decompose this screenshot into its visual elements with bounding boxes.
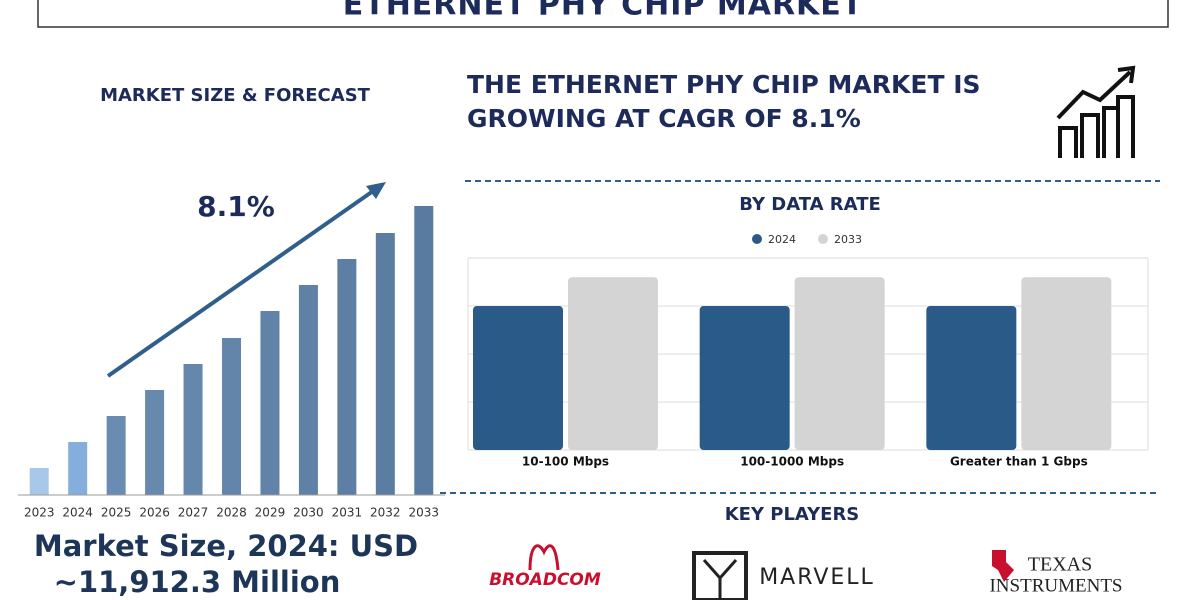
growth-arrow [106,187,378,378]
market-size-line: ~11,912.3 Million [54,565,341,599]
broadcom-icon [528,544,560,571]
bar [145,390,165,495]
bar [260,311,280,495]
title-box [37,0,1169,28]
player-logo: INSTRUMENTS [989,575,1122,596]
x-tick-label: 100-1000 Mbps [740,455,844,469]
x-tick-label: 2028 [216,506,247,520]
marvell-icon [692,551,748,600]
x-tick-label: 2023 [24,506,55,520]
arrow-head [366,182,386,199]
marvell-icon-mark [702,559,738,598]
bar [699,306,790,450]
legend-swatch [818,234,828,244]
x-tick-label: 10-100 Mbps [522,455,609,469]
x-tick-label: 2029 [255,506,286,520]
page-title: ETHERNET PHY CHIP MARKET [343,0,864,23]
bar [337,259,357,495]
bar [473,306,563,450]
bar [29,468,49,495]
x-tick-label: 2033 [408,506,439,520]
bar [68,442,88,495]
bar [568,277,658,450]
bar [375,233,395,495]
x-tick-label: 2031 [332,506,363,520]
bar [794,277,885,450]
left-chart-title: MARKET SIZE & FORECAST [100,85,371,106]
key-players-title: KEY PLAYERS [725,504,860,525]
bar [1021,277,1112,450]
player-logo: MARVELL [759,565,875,590]
player-logo: BROADCOM [489,570,601,590]
bar [106,416,126,495]
x-tick-label: Greater than 1 Gbps [950,455,1088,469]
bar [414,206,434,495]
right-chart-title: BY DATA RATE [739,194,881,215]
growth-icon [1056,65,1136,158]
headline-line: GROWING AT CAGR OF 8.1% [467,104,861,133]
player-logo: TEXAS [1028,554,1092,576]
legend-swatch [752,234,762,244]
x-tick-label: 2025 [101,506,132,520]
x-tick-label: 2032 [370,506,401,520]
ti-icon [992,550,1014,582]
legend-label: 2024 [768,233,796,246]
x-tick-label: 2026 [139,506,170,520]
bar [926,306,1017,450]
x-tick-label: 2024 [62,506,93,520]
legend-label: 2033 [834,233,862,246]
bar [298,285,318,495]
x-tick-label: 2027 [178,506,209,520]
market-size-line: Market Size, 2024: USD [34,529,418,563]
cagr-annotation: 8.1% [197,190,275,223]
bar [222,338,241,495]
headline-line: THE ETHERNET PHY CHIP MARKET IS [467,70,981,99]
x-tick-label: 2030 [293,506,324,520]
bar [183,364,203,495]
